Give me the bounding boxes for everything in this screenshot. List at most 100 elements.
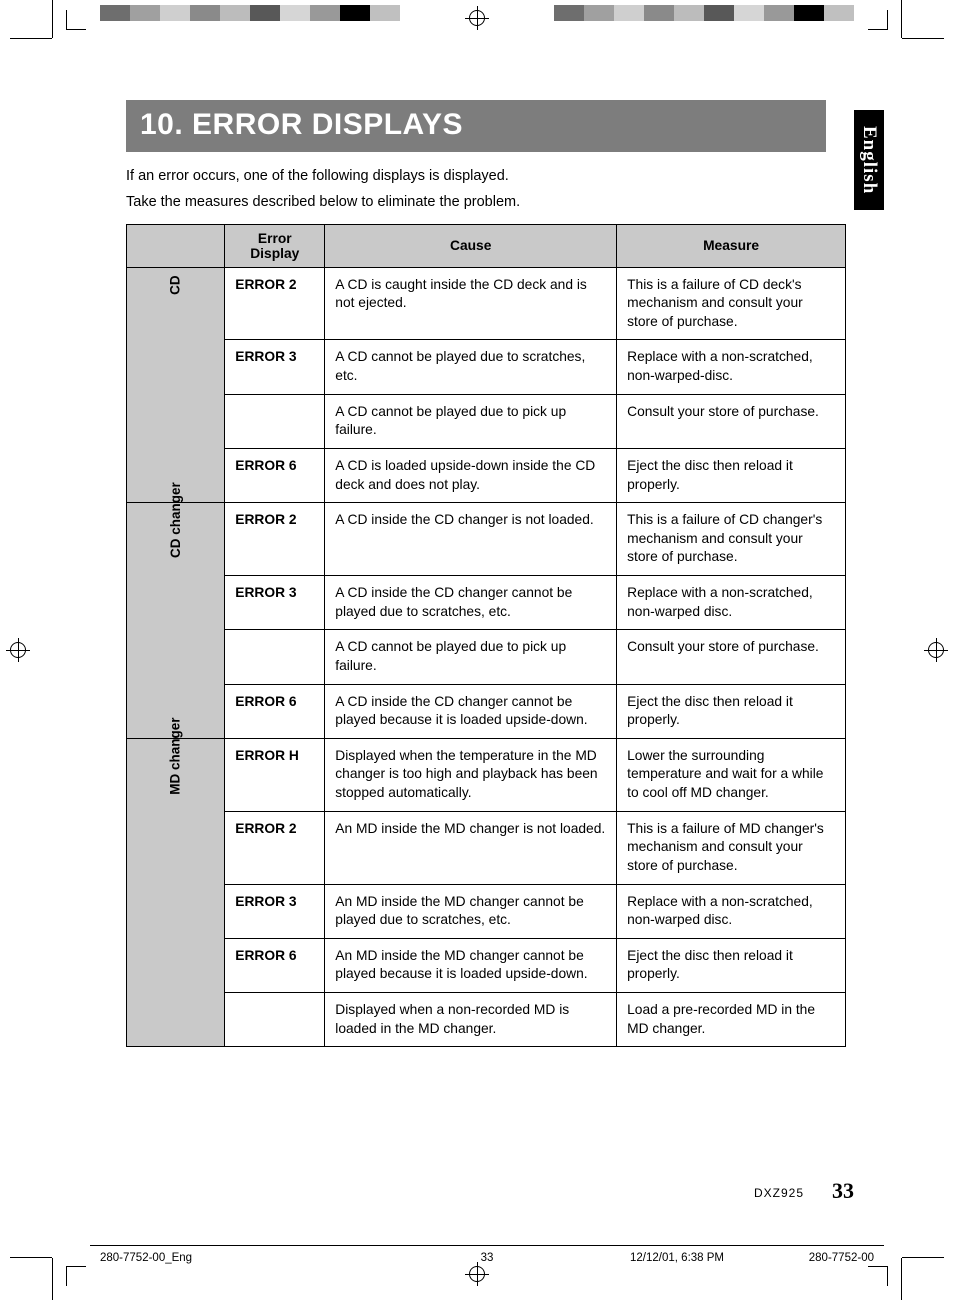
- content-area: 10. ERROR DISPLAYS English If an error o…: [126, 100, 884, 1200]
- error-cause: An MD inside the MD changer cannot be pl…: [325, 884, 617, 938]
- color-swatch: [250, 5, 280, 21]
- error-measure: This is a failure of CD deck's mechanism…: [617, 267, 846, 340]
- error-cause: Displayed when the temperature in the MD…: [325, 738, 617, 811]
- error-code: ERROR 6: [225, 684, 325, 738]
- error-measure: Eject the disc then reload it properly.: [617, 938, 846, 992]
- error-measure: Load a pre-recorded MD in the MD changer…: [617, 993, 846, 1047]
- table-row: A CD cannot be played due to pick up fai…: [127, 394, 846, 448]
- table-row: CD changerERROR 2A CD inside the CD chan…: [127, 503, 846, 576]
- error-code: ERROR 3: [225, 576, 325, 630]
- page: 10. ERROR DISPLAYS English If an error o…: [0, 0, 954, 1300]
- crop-mark: [901, 1258, 902, 1300]
- registration-mark-icon: [465, 6, 489, 30]
- error-code: ERROR 6: [225, 938, 325, 992]
- color-swatch: [614, 5, 644, 21]
- error-cause: A CD inside the CD changer cannot be pla…: [325, 684, 617, 738]
- crop-mark: [902, 1257, 944, 1258]
- crop-mark: [902, 38, 944, 39]
- crop-mark: [52, 1258, 53, 1300]
- table-header-cause: Cause: [325, 224, 617, 267]
- error-measure: Replace with a non-scratched, non-warped…: [617, 884, 846, 938]
- page-number: 33: [832, 1178, 854, 1204]
- table-row: ERROR 3A CD cannot be played due to scra…: [127, 340, 846, 394]
- table-row: A CD cannot be played due to pick up fai…: [127, 630, 846, 684]
- error-measure: This is a failure of CD changer's mechan…: [617, 503, 846, 576]
- section-heading: 10. ERROR DISPLAYS: [126, 100, 826, 152]
- color-swatch: [794, 5, 824, 21]
- error-cause: A CD is loaded upside-down inside the CD…: [325, 448, 617, 502]
- error-code: ERROR 6: [225, 448, 325, 502]
- color-swatch: [160, 5, 190, 21]
- intro-line-1: If an error occurs, one of the following…: [126, 166, 846, 188]
- error-cause: A CD inside the CD changer cannot be pla…: [325, 576, 617, 630]
- color-swatch: [824, 5, 854, 21]
- color-swatch: [190, 5, 220, 21]
- error-code: ERROR 2: [225, 811, 325, 884]
- color-swatch: [584, 5, 614, 21]
- color-swatch: [644, 5, 674, 21]
- color-swatch: [310, 5, 340, 21]
- crop-mark: [901, 0, 902, 38]
- table-header-blank: [127, 224, 225, 267]
- registration-mark-icon: [924, 638, 948, 662]
- color-swatch: [130, 5, 160, 21]
- error-measure: Eject the disc then reload it properly.: [617, 684, 846, 738]
- color-swatch: [370, 5, 400, 21]
- error-cause: Displayed when a non-recorded MD is load…: [325, 993, 617, 1047]
- color-swatch: [220, 5, 250, 21]
- error-measure: Lower the surrounding temperature and wa…: [617, 738, 846, 811]
- table-row: MD changerERROR HDisplayed when the temp…: [127, 738, 846, 811]
- crop-mark: [10, 1257, 52, 1258]
- error-code: ERROR 3: [225, 884, 325, 938]
- group-label: MD changer: [127, 738, 225, 1047]
- error-table: Error Display Cause Measure CDERROR 2A C…: [126, 224, 846, 1048]
- language-tab: English: [854, 110, 884, 210]
- error-measure: Consult your store of purchase.: [617, 630, 846, 684]
- intro-line-2: Take the measures described below to eli…: [126, 192, 846, 214]
- table-row: ERROR 3An MD inside the MD changer canno…: [127, 884, 846, 938]
- color-swatch: [764, 5, 794, 21]
- error-code: ERROR 2: [225, 503, 325, 576]
- error-cause: A CD is caught inside the CD deck and is…: [325, 267, 617, 340]
- registration-mark-icon: [465, 1262, 489, 1286]
- error-cause: A CD cannot be played due to scratches, …: [325, 340, 617, 394]
- error-measure: Consult your store of purchase.: [617, 394, 846, 448]
- group-label: CD: [127, 267, 225, 503]
- table-header-error-display: Error Display: [225, 224, 325, 267]
- color-swatch: [280, 5, 310, 21]
- model-number: DXZ925: [754, 1186, 804, 1200]
- error-measure: Replace with a non-scratched, non-warped…: [617, 340, 846, 394]
- error-code: [225, 993, 325, 1047]
- color-swatch: [674, 5, 704, 21]
- error-measure: Replace with a non-scratched, non-warped…: [617, 576, 846, 630]
- imposition-slug: 280-7752-00_Eng 33 12/12/01, 6:38 PM 280…: [90, 1245, 884, 1252]
- fold-mark: [66, 10, 86, 30]
- error-measure: This is a failure of MD changer's mechan…: [617, 811, 846, 884]
- fold-mark: [66, 1266, 86, 1286]
- table-row: ERROR 2An MD inside the MD changer is no…: [127, 811, 846, 884]
- color-swatch: [100, 5, 130, 21]
- table-header-measure: Measure: [617, 224, 846, 267]
- error-code: ERROR 3: [225, 340, 325, 394]
- color-swatch: [554, 5, 584, 21]
- error-cause: A CD inside the CD changer is not loaded…: [325, 503, 617, 576]
- table-row: ERROR 3A CD inside the CD changer cannot…: [127, 576, 846, 630]
- registration-mark-icon: [6, 638, 30, 662]
- color-swatch: [704, 5, 734, 21]
- table-row: ERROR 6An MD inside the MD changer canno…: [127, 938, 846, 992]
- error-code: ERROR H: [225, 738, 325, 811]
- slug-sheet: 33: [481, 1252, 494, 1264]
- color-swatch: [340, 5, 370, 21]
- fold-mark: [868, 10, 888, 30]
- slug-filename: 280-7752-00_Eng: [100, 1252, 192, 1264]
- fold-mark: [868, 1266, 888, 1286]
- color-swatch: [734, 5, 764, 21]
- error-code: [225, 630, 325, 684]
- table-row: Displayed when a non-recorded MD is load…: [127, 993, 846, 1047]
- error-code: [225, 394, 325, 448]
- crop-mark: [52, 0, 53, 38]
- table-row: ERROR 6A CD is loaded upside-down inside…: [127, 448, 846, 502]
- table-row: CDERROR 2A CD is caught inside the CD de…: [127, 267, 846, 340]
- error-measure: Eject the disc then reload it properly.: [617, 448, 846, 502]
- slug-docnum: 280-7752-00: [809, 1252, 874, 1264]
